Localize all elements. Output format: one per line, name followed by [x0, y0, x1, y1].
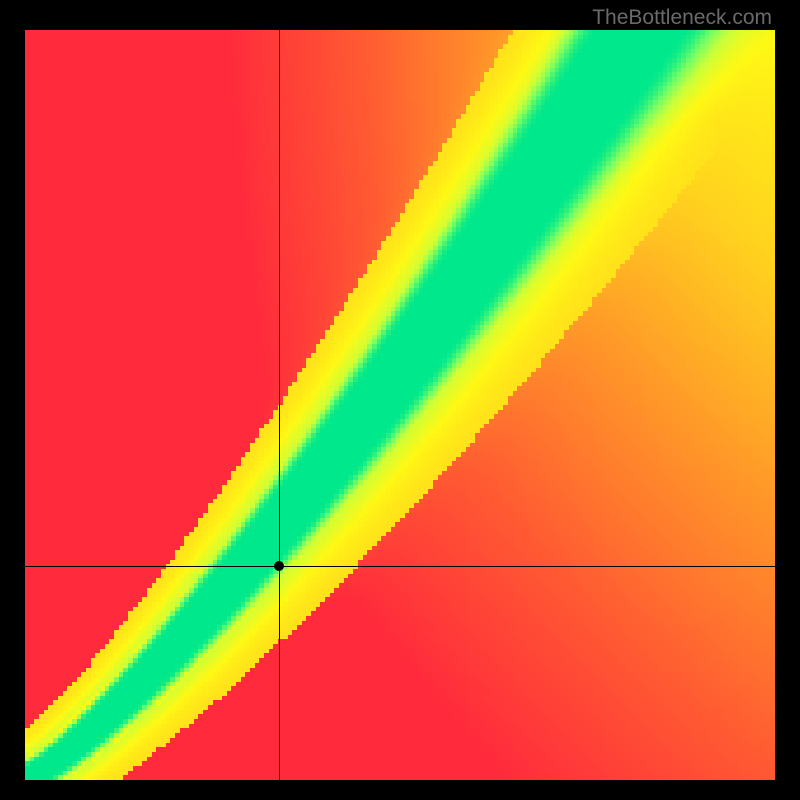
heatmap-plot	[25, 30, 775, 780]
watermark-text: TheBottleneck.com	[592, 6, 772, 30]
crosshair-vertical	[279, 30, 280, 780]
chart-container: TheBottleneck.com	[0, 0, 800, 800]
crosshair-horizontal	[25, 566, 775, 567]
heatmap-canvas	[25, 30, 775, 780]
marker-dot	[274, 561, 284, 571]
